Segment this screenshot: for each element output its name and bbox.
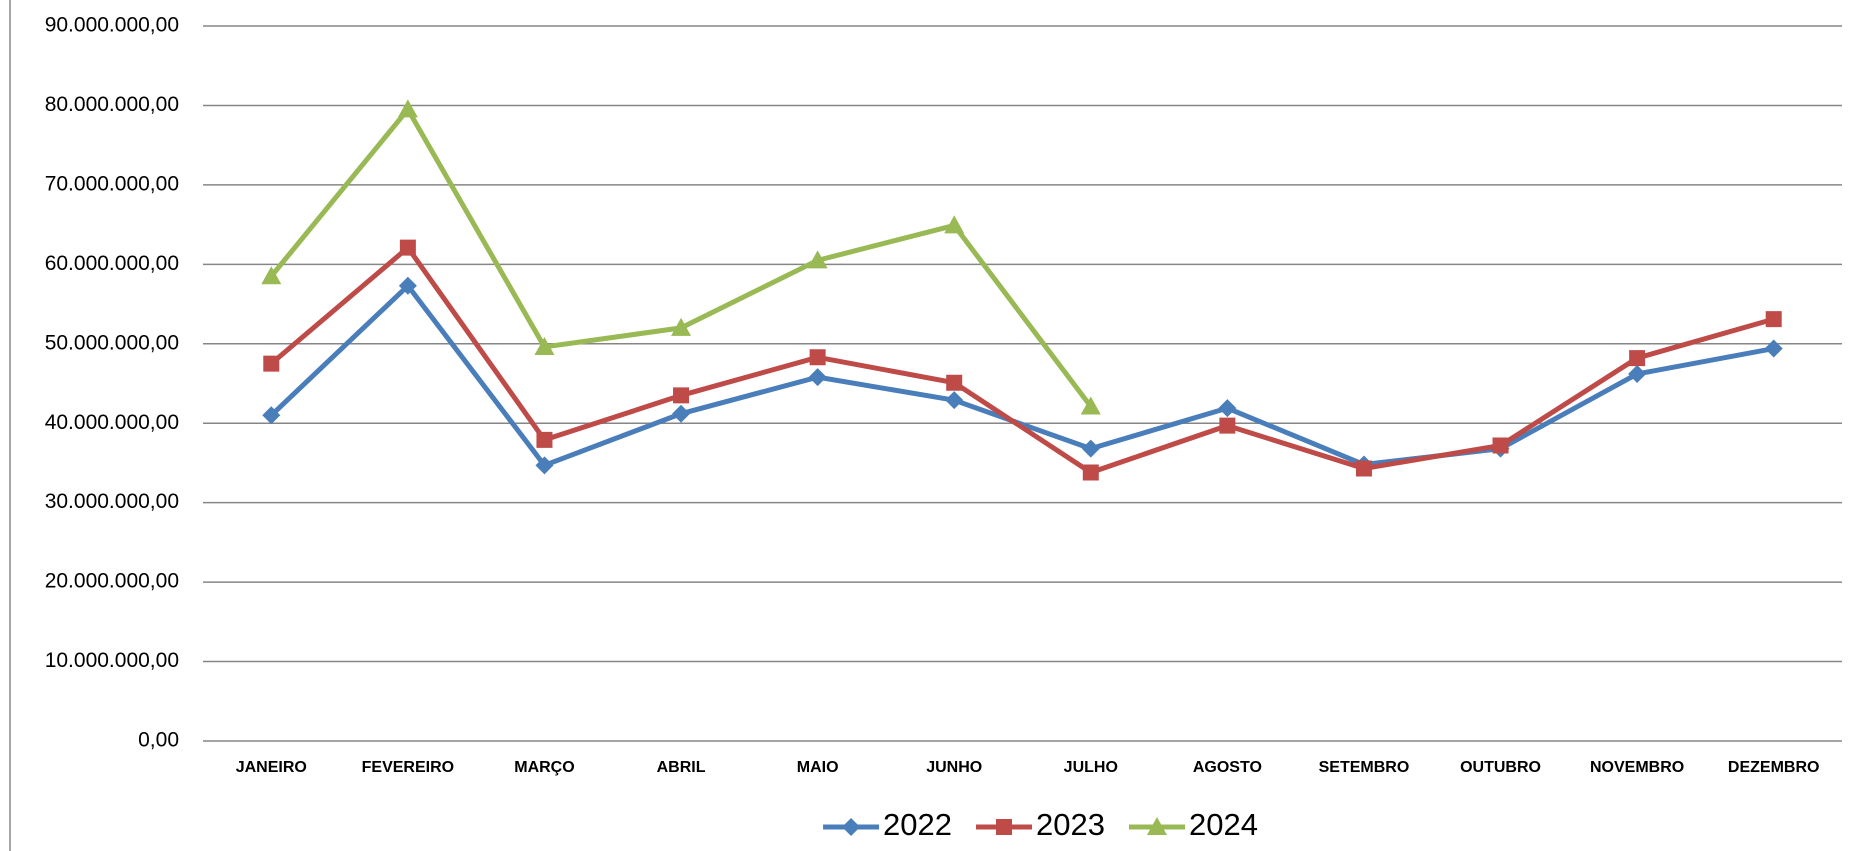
marker: [807, 250, 828, 269]
y-tick-label: 10.000.000,00: [45, 649, 179, 672]
x-tick-label: SETEMBRO: [1319, 759, 1410, 776]
series-line: [269, 283, 1775, 468]
marker: [996, 819, 1013, 835]
marker: [1218, 399, 1237, 418]
marker: [945, 391, 964, 410]
marker: [842, 818, 861, 836]
x-tick-label: MARÇO: [514, 759, 574, 776]
marker: [944, 215, 965, 234]
marker: [808, 368, 827, 387]
marker: [398, 276, 417, 295]
x-tick-label: NOVEMBRO: [1590, 759, 1684, 776]
x-tick-label: ABRIL: [657, 759, 706, 776]
x-tick-label: AGOSTO: [1193, 759, 1262, 776]
marker: [1765, 311, 1782, 328]
y-tick-label: 60.000.000,00: [45, 252, 179, 275]
legend-label: 2022: [883, 807, 952, 842]
x-tick-label: JANEIRO: [236, 759, 307, 776]
marker: [1082, 464, 1099, 481]
marker: [1628, 364, 1647, 383]
x-tick-label: JUNHO: [926, 759, 982, 776]
series-line: [269, 245, 1775, 475]
y-tick-label: 70.000.000,00: [45, 172, 179, 195]
marker: [671, 317, 692, 336]
y-tick-label: 40.000.000,00: [45, 411, 179, 434]
y-tick-label: 90.000.000,00: [45, 14, 179, 37]
x-tick-label: JULHO: [1064, 759, 1118, 776]
marker: [397, 99, 418, 118]
marker: [261, 266, 282, 285]
x-tick-label: MAIO: [797, 759, 839, 776]
y-tick-label: 80.000.000,00: [45, 93, 179, 116]
legend-label: 2024: [1189, 807, 1258, 842]
marker: [1492, 437, 1509, 454]
marker: [263, 355, 280, 372]
marker: [1081, 439, 1100, 458]
x-tick-label: DEZEMBRO: [1728, 759, 1820, 776]
x-tick-label: OUTUBRO: [1460, 759, 1541, 776]
marker: [1219, 417, 1236, 434]
marker: [1764, 339, 1783, 358]
marker: [1355, 460, 1372, 477]
y-tick-label: 20.000.000,00: [45, 570, 179, 593]
marker: [1629, 350, 1646, 367]
marker: [534, 336, 555, 355]
x-tick-label: FEVEREIRO: [362, 759, 454, 776]
y-tick-label: 50.000.000,00: [45, 331, 179, 354]
marker: [946, 374, 963, 391]
marker: [399, 239, 416, 256]
y-tick-label: 0,00: [138, 729, 179, 752]
marker: [809, 349, 826, 366]
marker: [672, 404, 691, 423]
legend-label: 2023: [1036, 807, 1105, 842]
marker: [262, 406, 281, 425]
marker: [535, 456, 554, 475]
marker: [1080, 396, 1101, 415]
marker: [673, 387, 690, 404]
marker: [1146, 817, 1167, 835]
y-tick-label: 30.000.000,00: [45, 490, 179, 513]
marker: [536, 431, 553, 448]
